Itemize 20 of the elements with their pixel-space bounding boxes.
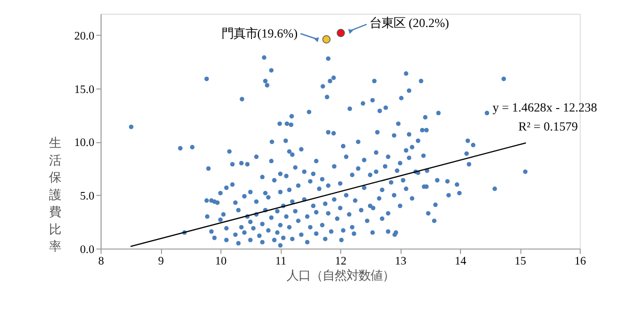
x-tick-label: 11	[275, 255, 287, 268]
x-tick-label: 13	[394, 255, 407, 268]
x-tick-label: 16	[574, 255, 586, 268]
x-axis-title: 人口（自然対数値）	[286, 268, 395, 283]
annotation: 台東区 (20.2%)	[370, 16, 450, 30]
annotation: R² = 0.1579	[518, 120, 578, 134]
x-tick-label: 8	[98, 255, 104, 268]
x-tick-label: 12	[334, 255, 347, 268]
y-tick-label: 20.0	[74, 30, 95, 42]
annotation: 門真市(19.6%)	[221, 26, 298, 40]
x-tick-label: 9	[158, 255, 164, 268]
x-tick-label: 15	[514, 255, 526, 268]
y-tick-label: 15.0	[74, 84, 95, 96]
y-axis-title: 生活保護費比率	[49, 136, 62, 254]
y-tick-label: 5.0	[80, 190, 95, 203]
y-tick-label: 10.0	[74, 137, 95, 150]
x-tick-label: 10	[215, 255, 227, 268]
y-tick-label: 0.0	[80, 244, 95, 256]
x-tick-label: 14	[454, 255, 466, 268]
annotation: y = 1.4628x - 12.238	[492, 100, 598, 115]
